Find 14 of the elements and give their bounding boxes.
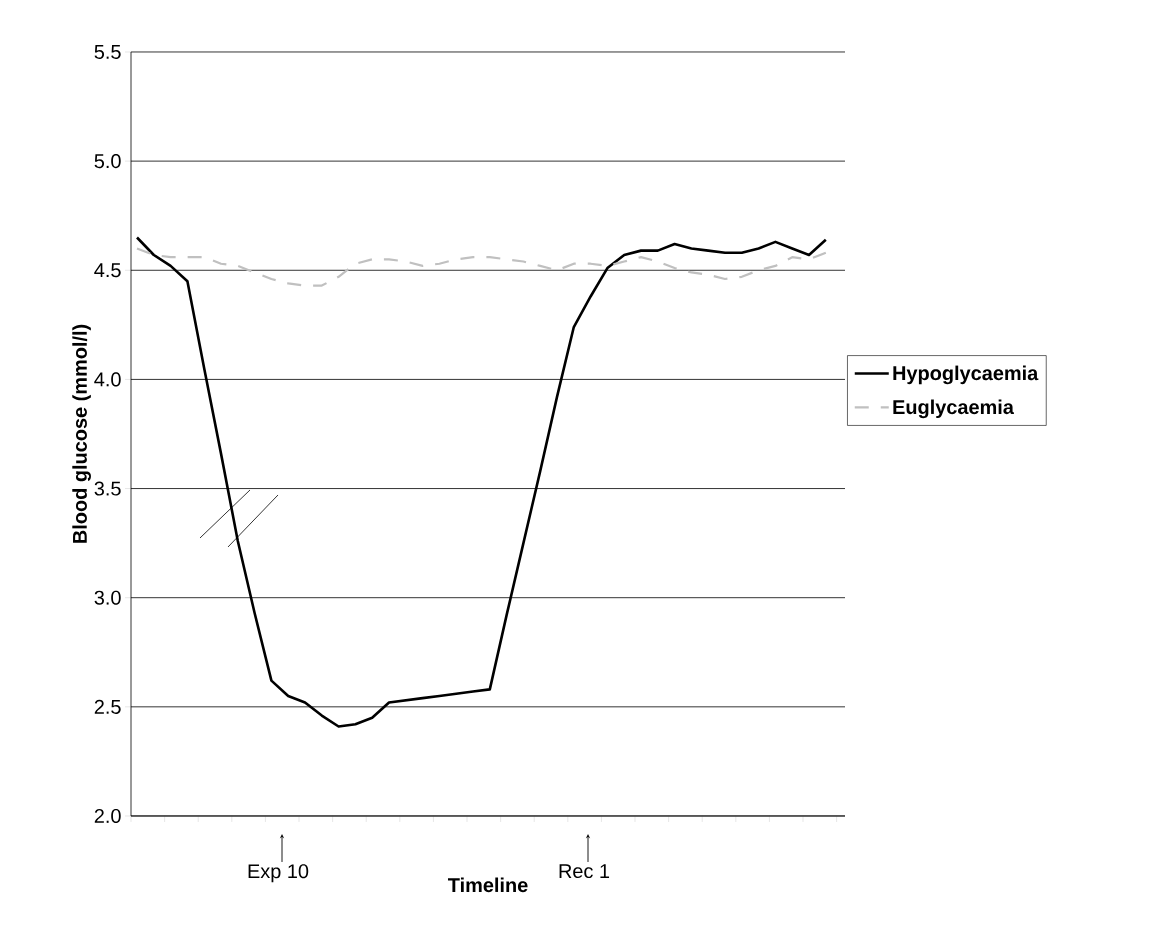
y-tick-label: 3.0 (94, 590, 121, 605)
y-tick-label: 4.0 (94, 372, 121, 387)
y-tick-label: 3.5 (94, 481, 121, 496)
y-tick-label: 5.0 (94, 154, 121, 169)
y-tick-label: 2.0 (94, 808, 121, 824)
y-tick-label: 5.5 (94, 45, 121, 59)
y-tick-label: 4.5 (94, 263, 121, 278)
legend-label: Euglycaemia (893, 399, 1015, 419)
legend-label: Hypoglycaemia (893, 365, 1039, 385)
text: Rec 1 (559, 864, 610, 879)
x-axis-title: Timeline (447, 877, 528, 893)
y-tick-label: 2.5 (94, 699, 121, 714)
text: Exp 10 (248, 864, 309, 883)
y-axis-title: Blood glucose (mmol/l) (72, 324, 91, 543)
